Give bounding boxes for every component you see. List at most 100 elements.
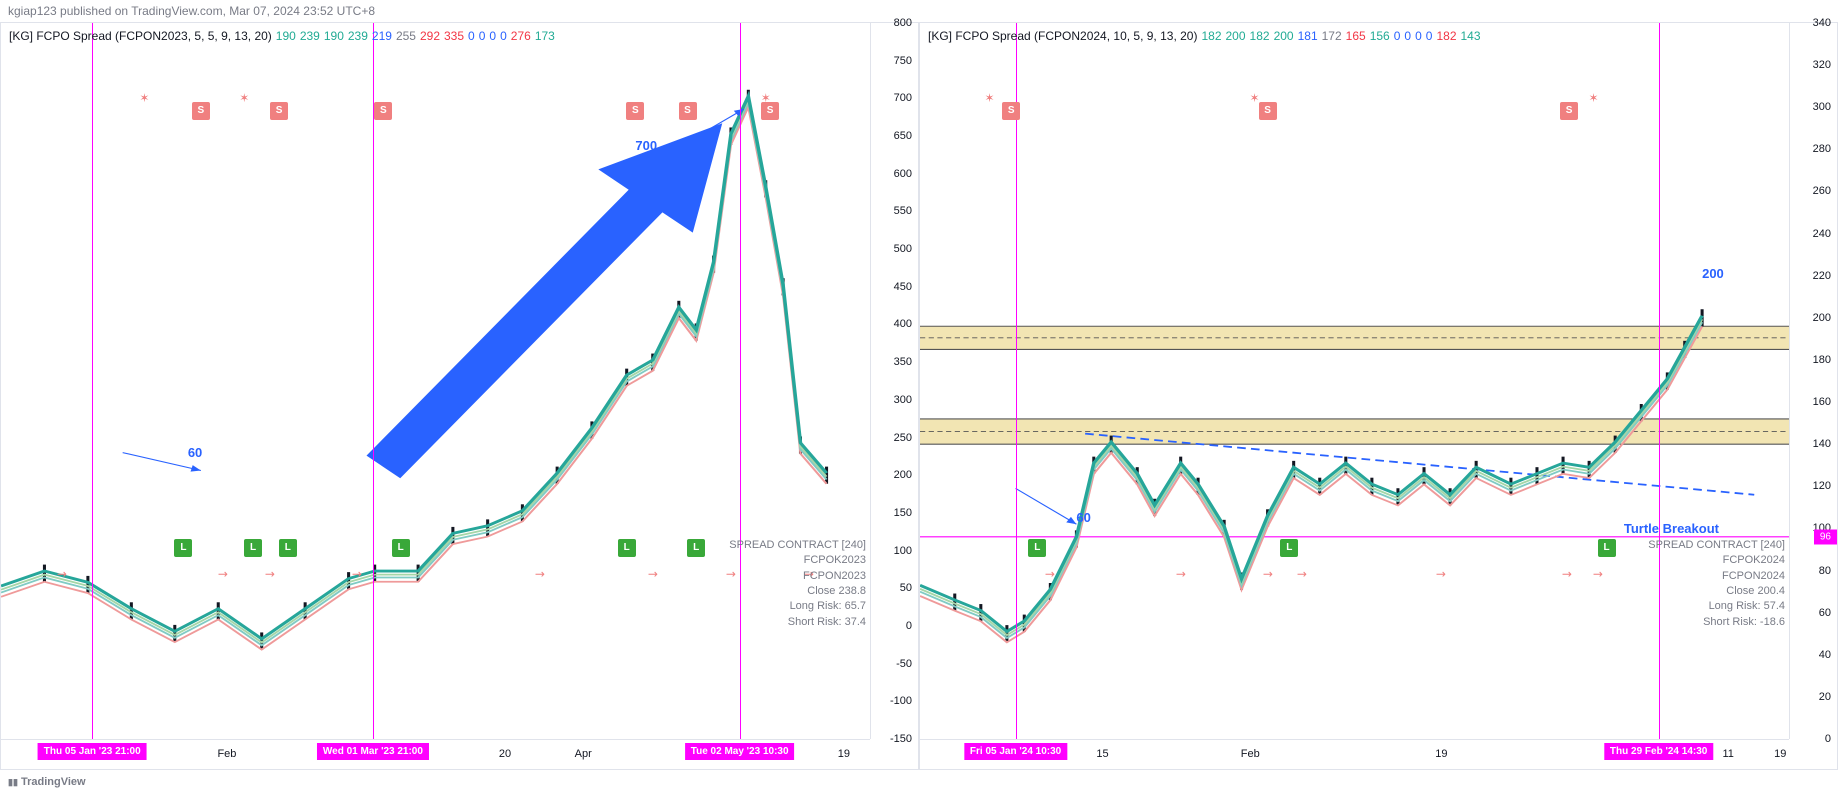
y-tick: 800: [894, 17, 912, 29]
chart-title-right: [KG] FCPO Spread (FCPON2024, 10, 5, 9, 1…: [928, 29, 1485, 43]
publish-header: kgiap123 published on TradingView.com, M…: [0, 0, 1838, 22]
short-marker: S: [1560, 102, 1578, 120]
long-marker: L: [244, 539, 262, 557]
chart-annotation: Turtle Breakout: [1624, 521, 1719, 536]
chart-annotation: 60: [188, 445, 202, 460]
y-tick: 260: [1813, 185, 1831, 197]
y-tick: 280: [1813, 143, 1831, 155]
event-vline: [1659, 23, 1660, 739]
y-tick: 450: [894, 281, 912, 293]
event-date-label: Thu 29 Feb '24 14:30: [1604, 743, 1713, 760]
y-tick: -150: [890, 733, 912, 745]
info-line: Long Risk: 57.4: [1648, 599, 1785, 614]
info-box-left: SPREAD CONTRACT [240]FCPOK2023FCPON2023C…: [729, 538, 866, 630]
y-tick: 150: [894, 507, 912, 519]
x-tick: Feb: [217, 748, 236, 760]
y-tick: 120: [1813, 480, 1831, 492]
charts-container: [KG] FCPO Spread (FCPON2023, 5, 5, 9, 13…: [0, 22, 1838, 770]
star-icon: ✶: [139, 91, 149, 105]
short-marker: S: [192, 102, 210, 120]
y-tick: 100: [894, 545, 912, 557]
y-tick: 300: [894, 394, 912, 406]
long-marker: L: [618, 539, 636, 557]
short-marker: S: [1002, 102, 1020, 120]
short-marker: S: [679, 102, 697, 120]
y-tick: 550: [894, 205, 912, 217]
star-icon: ✶: [1250, 91, 1260, 105]
chart-annotation: 700: [635, 138, 657, 153]
info-line: Long Risk: 65.7: [729, 599, 866, 614]
x-tick: Feb: [1241, 748, 1260, 760]
price-tag: 96: [1814, 529, 1837, 544]
short-marker: S: [1259, 102, 1277, 120]
y-tick: 40: [1819, 649, 1831, 661]
y-tick: 20: [1819, 691, 1831, 703]
y-tick: 0: [1825, 733, 1831, 745]
y-tick: 650: [894, 130, 912, 142]
event-date-label: Fri 05 Jan '24 10:30: [964, 743, 1067, 760]
chart-annotation: 200: [1702, 266, 1724, 281]
info-box-right: SPREAD CONTRACT [240]FCPOK2024FCPON2024C…: [1648, 538, 1785, 630]
long-marker: L: [392, 539, 410, 557]
tradingview-watermark: ▮▮ TradingView: [8, 776, 86, 788]
short-marker: S: [626, 102, 644, 120]
plot-area-left[interactable]: SSSSSSLLLLLL✶✶✶↗↗↗↗↗↗↗↗70060: [1, 23, 870, 739]
long-marker: L: [1280, 539, 1298, 557]
info-line: Short Risk: 37.4: [729, 615, 866, 630]
y-tick: -100: [890, 695, 912, 707]
y-tick: 500: [894, 243, 912, 255]
event-vline: [1016, 23, 1017, 739]
short-marker: S: [374, 102, 392, 120]
info-line: Close 238.8: [729, 584, 866, 599]
event-date-label: Tue 02 May '23 10:30: [685, 743, 795, 760]
y-tick: 320: [1813, 59, 1831, 71]
y-tick: 180: [1813, 354, 1831, 366]
event-vline: [373, 23, 374, 739]
y-tick: 200: [1813, 312, 1831, 324]
y-tick: 60: [1819, 607, 1831, 619]
y-tick: 350: [894, 356, 912, 368]
y-tick: 80: [1819, 565, 1831, 577]
event-vline: [740, 23, 741, 739]
y-axis-left: -150-100-5005010015020025030035040045050…: [870, 23, 918, 739]
event-date-label: Wed 01 Mar '23 21:00: [317, 743, 429, 760]
star-icon: ✶: [761, 91, 771, 105]
info-line: Close 200.4: [1648, 584, 1785, 599]
y-tick: 200: [894, 469, 912, 481]
star-icon: ✶: [239, 91, 249, 105]
y-tick: 340: [1813, 17, 1831, 29]
long-marker: L: [174, 539, 192, 557]
y-tick: 600: [894, 168, 912, 180]
y-tick: 750: [894, 55, 912, 67]
chart-panel-left[interactable]: [KG] FCPO Spread (FCPON2023, 5, 5, 9, 13…: [0, 22, 919, 770]
x-axis-left: Feb 20 Apr 19 Thu 05 Jan '23 21:00 Wed 01 Mar…: [1, 739, 870, 769]
info-line: SPREAD CONTRACT [240]: [1648, 538, 1785, 553]
info-line: FCPOK2023: [729, 553, 866, 568]
x-tick: Apr: [575, 748, 592, 760]
long-marker: L: [279, 539, 297, 557]
y-tick: 220: [1813, 270, 1831, 282]
chart-panel-right[interactable]: [KG] FCPO Spread (FCPON2024, 10, 5, 9, 1…: [919, 22, 1838, 770]
y-tick: 160: [1813, 396, 1831, 408]
long-marker: L: [687, 539, 705, 557]
y-tick: 700: [894, 92, 912, 104]
x-tick: 19: [1774, 748, 1786, 760]
info-line: FCPOK2024: [1648, 553, 1785, 568]
y-tick: 0: [906, 620, 912, 632]
y-tick: -50: [896, 658, 912, 670]
info-line: FCPON2024: [1648, 569, 1785, 584]
star-icon: ✶: [984, 91, 994, 105]
event-vline: [92, 23, 93, 739]
x-tick: 19: [838, 748, 850, 760]
plot-area-right[interactable]: SSSLLL✶✶✶↗↗↗↗↗↗↗20060Turtle Breakout: [920, 23, 1789, 739]
x-axis-right: 15Feb191119Fri 05 Jan '24 10:30Thu 29 Fe…: [920, 739, 1789, 769]
event-date-label: Thu 05 Jan '23 21:00: [38, 743, 147, 760]
y-tick: 300: [1813, 101, 1831, 113]
x-tick: 15: [1096, 748, 1108, 760]
x-tick: 20: [499, 748, 511, 760]
short-marker: S: [270, 102, 288, 120]
y-tick: 50: [900, 582, 912, 594]
info-line: FCPON2023: [729, 569, 866, 584]
info-line: SPREAD CONTRACT [240]: [729, 538, 866, 553]
y-tick: 140: [1813, 438, 1831, 450]
